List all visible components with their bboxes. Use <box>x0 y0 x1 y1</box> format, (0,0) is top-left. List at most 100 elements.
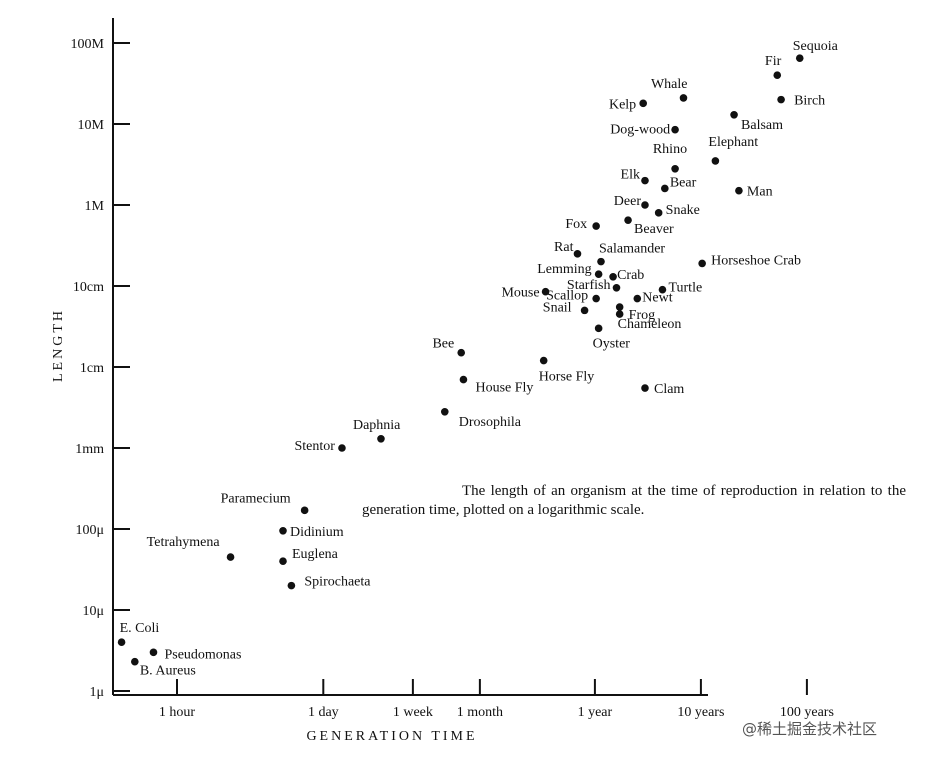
point-label: Man <box>747 185 773 200</box>
point-label: Beaver <box>634 222 674 237</box>
point-label: Horse Fly <box>539 370 595 385</box>
x-tick-label: 1 week <box>393 705 433 720</box>
x-tick-label: 1 year <box>578 705 613 720</box>
point-label: Didinium <box>290 525 344 540</box>
data-point <box>698 259 706 268</box>
chart-caption: The length of an organism at the time of… <box>362 483 906 518</box>
data-point <box>641 384 649 392</box>
point-label: Paramecium <box>221 491 291 506</box>
data-point <box>149 648 158 657</box>
data-point <box>440 407 449 416</box>
data-points: E. Coli Pseudomonas B. Aureus Tetrahymena Pa… <box>117 39 839 679</box>
data-point <box>287 581 296 590</box>
data-point <box>541 287 550 296</box>
data-point <box>654 209 663 217</box>
y-tick-label: 10M <box>78 118 105 133</box>
point-label: Fir <box>765 54 782 69</box>
point-label: Rhino <box>653 142 687 157</box>
data-point <box>226 553 235 561</box>
y-tick-label: 10μ <box>82 604 104 619</box>
data-point <box>300 506 309 515</box>
point-label: Deer <box>614 194 642 209</box>
point-label: Pseudomonas <box>164 647 241 662</box>
data-point <box>615 310 624 318</box>
y-tick-label: 1cm <box>80 361 104 376</box>
data-point <box>671 164 679 173</box>
point-label: Stentor <box>295 439 336 454</box>
x-tick-label: 1 day <box>308 705 339 720</box>
point-label: Salamander <box>599 242 665 257</box>
data-point <box>597 257 605 266</box>
x-tick-label: 10 years <box>677 705 724 720</box>
data-point <box>457 348 466 357</box>
point-label: Rat <box>554 240 574 255</box>
data-point <box>711 157 720 165</box>
point-label: Dog-wood <box>610 123 670 138</box>
x-tick-label: 100 years <box>780 705 834 720</box>
point-label: Bee <box>432 337 454 352</box>
point-label: Snail <box>543 300 572 315</box>
point-label: Frog <box>629 308 655 323</box>
data-point <box>609 272 617 281</box>
point-label: Drosophila <box>459 415 522 430</box>
watermark: @稀土掘金技术社区 <box>742 720 878 738</box>
point-label: Elephant <box>708 135 758 150</box>
y-axis-title: LENGTH <box>51 308 66 382</box>
point-label: Euglena <box>292 547 339 562</box>
data-point <box>377 434 385 443</box>
point-label: Birch <box>794 94 825 109</box>
data-point <box>131 657 139 666</box>
point-label: Daphnia <box>353 418 401 433</box>
point-label: Elk <box>621 168 640 183</box>
point-label: House Fly <box>475 381 533 396</box>
data-point <box>279 557 287 566</box>
data-point <box>633 294 642 303</box>
data-point <box>730 110 738 119</box>
point-label: Newt <box>642 291 672 306</box>
y-tick-label: 100μ <box>75 523 104 538</box>
point-label: Snake <box>666 203 700 218</box>
data-point <box>279 527 287 535</box>
data-point <box>773 71 782 80</box>
y-tick-label: 1mm <box>75 442 104 457</box>
point-label: Spirochaeta <box>304 575 371 590</box>
point-label: Oyster <box>593 336 631 351</box>
y-tick-label: 10cm <box>73 280 104 295</box>
point-label: Crab <box>617 268 644 283</box>
y-ticks: 1μ 10μ 100μ 1mm 1cm 10cm 1M 10M 100M <box>71 37 130 700</box>
data-point <box>592 222 600 230</box>
data-point <box>573 249 582 258</box>
x-ticks: 1 hour 1 day 1 week 1 month 1 year 10 years 10… <box>159 679 834 720</box>
data-point <box>459 375 468 384</box>
data-point <box>539 356 548 365</box>
point-label: Turtle <box>668 281 702 296</box>
data-point <box>117 638 126 647</box>
y-tick-label: 1M <box>85 199 105 214</box>
data-point <box>338 444 346 452</box>
data-point <box>777 95 785 104</box>
data-point <box>661 184 669 193</box>
y-tick-label: 1μ <box>89 685 104 700</box>
point-label: B. Aureus <box>140 664 196 679</box>
data-point <box>735 186 743 195</box>
data-point <box>594 324 603 333</box>
data-point <box>795 54 804 62</box>
data-point <box>658 285 667 294</box>
x-tick-label: 1 hour <box>159 705 196 720</box>
point-label: E. Coli <box>120 621 160 636</box>
point-label: Scallop <box>546 289 588 304</box>
data-point <box>671 125 679 134</box>
point-label: Tetrahymena <box>147 535 221 550</box>
point-label: Chameleon <box>618 317 682 332</box>
data-point <box>594 270 603 278</box>
point-label: Horseshoe Crab <box>711 253 801 268</box>
data-point <box>641 176 649 185</box>
point-label: Sequoia <box>793 39 839 54</box>
point-label: Kelp <box>609 97 636 112</box>
data-point <box>592 294 600 303</box>
axes <box>112 18 708 696</box>
data-point <box>612 284 621 292</box>
point-label: Balsam <box>741 118 783 133</box>
x-tick-label: 1 month <box>457 705 503 720</box>
